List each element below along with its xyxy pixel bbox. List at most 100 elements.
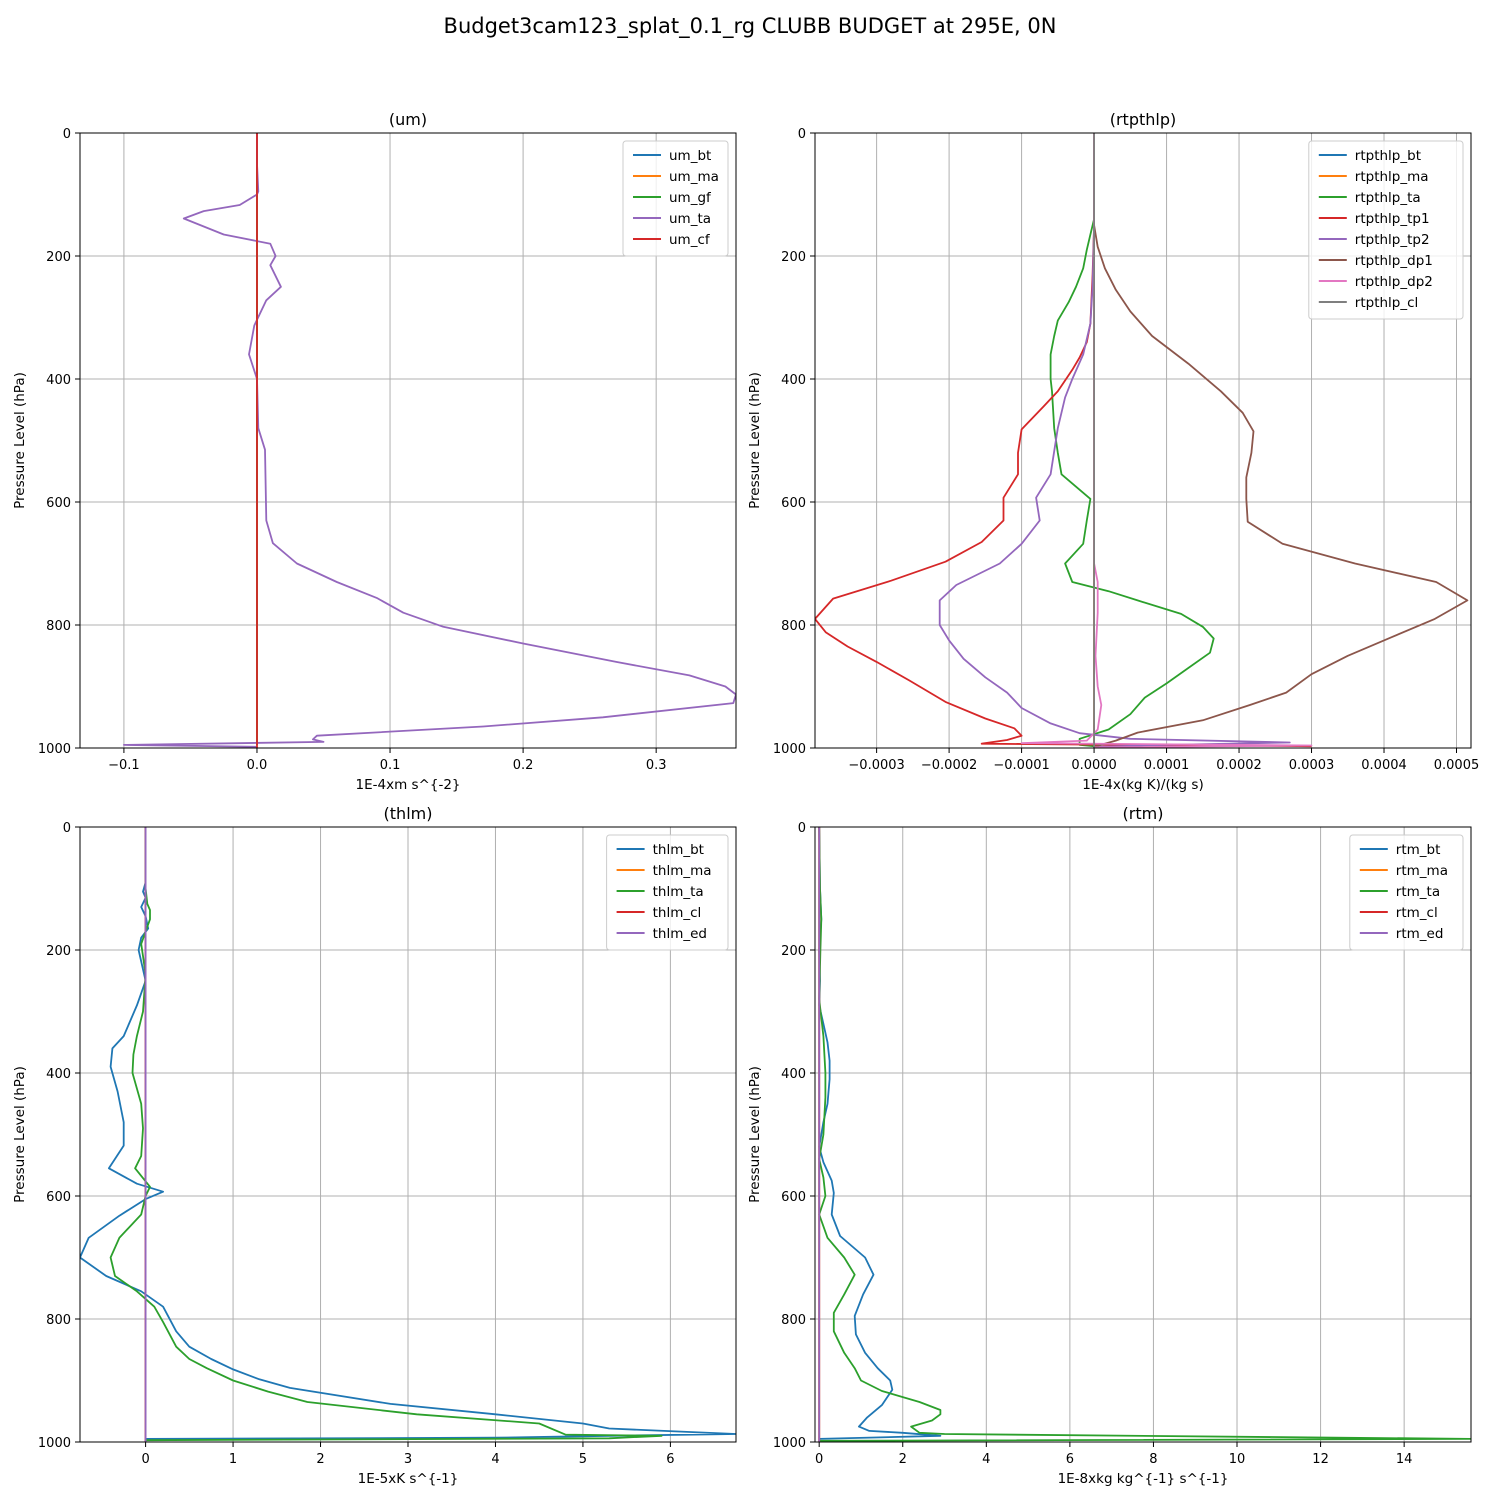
legend-label: rtm_bt [1396, 842, 1441, 858]
legend-label: um_gf [669, 190, 712, 206]
x-tick-label: 8 [1149, 1452, 1157, 1467]
subplot-title: (rtpthlp) [1110, 110, 1177, 129]
x-tick-label: 6 [666, 1452, 674, 1467]
legend-label: rtpthlp_cl [1355, 295, 1419, 311]
series-group [818, 827, 1471, 1442]
legend-box [1349, 834, 1464, 951]
legend: rtm_bt rtm_ma rtm_ta rtm_cl rtm_ed [1349, 834, 1464, 951]
legend: thlm_bt thlm_ma thlm_ta thlm_cl thlm_ed [606, 834, 729, 951]
axes-frame [79, 132, 737, 749]
axes-frame [814, 826, 1472, 1443]
y-tick-label: 1000 [773, 742, 806, 757]
legend-box [1308, 140, 1464, 320]
x-tick-label: −0.0002 [921, 758, 977, 773]
x-tick-label: 0.0 [247, 758, 268, 773]
x-tick-label: 0.0003 [1289, 758, 1335, 773]
series-line-rtm_bt [818, 827, 942, 1440]
y-tick-label: 0 [63, 821, 71, 836]
legend-label: rtpthlp_tp2 [1355, 232, 1430, 248]
legend-label: um_ta [669, 211, 711, 227]
y-tick-label: 200 [46, 944, 71, 959]
y-axis-label: Pressure Level (hPa) [12, 372, 28, 509]
y-tick-label: 800 [781, 1313, 806, 1328]
y-tick-label: 200 [46, 250, 71, 265]
axes-frame [814, 132, 1472, 749]
x-tick-label: 4 [491, 1452, 499, 1467]
y-tick-label: 800 [46, 619, 71, 634]
x-tick-label: 3 [404, 1452, 412, 1467]
series-line-rtm_ta [818, 827, 1471, 1442]
subplot-2: 0 1 2 3 4 5 6 0 200 400 600 800 1000 (thlm) 1E-5xK s^{… [12, 804, 737, 1487]
y-tick-label: 1000 [773, 1436, 806, 1451]
x-tick-label: 0.0000 [1071, 758, 1117, 773]
y-tick-label: 1000 [38, 742, 71, 757]
subplot-0: −0.1 0.0 0.1 0.2 0.3 0 200 400 600 800 1000 (um) 1E-… [12, 110, 737, 793]
legend-label: thlm_ma [653, 863, 712, 879]
legend-label: um_cf [669, 232, 711, 248]
x-tick-label: 0 [141, 1452, 149, 1467]
legend-label: rtpthlp_tp1 [1355, 211, 1430, 227]
legend-label: rtm_ed [1396, 926, 1444, 942]
series-line-um_ta [123, 133, 736, 748]
figure-title: Budget3cam123_splat_0.1_rg CLUBB BUDGET … [443, 14, 1057, 38]
x-axis-label: 1E-4xm s^{-2} [356, 777, 461, 793]
legend-label: rtpthlp_bt [1355, 148, 1421, 164]
series-line-rtpthlp_tp2 [938, 133, 1291, 748]
x-tick-label: −0.1 [108, 758, 140, 773]
legend: rtpthlp_bt rtpthlp_ma rtpthlp_ta rtpthlp_tp… [1308, 140, 1464, 320]
legend: um_bt um_ma um_gf um_ta um_cf [622, 140, 729, 257]
y-tick-label: 600 [781, 1190, 806, 1205]
series-group [815, 133, 1469, 748]
subplot-title: (rtm) [1123, 804, 1164, 823]
x-tick-label: 2 [899, 1452, 907, 1467]
y-axis-label: Pressure Level (hPa) [12, 1066, 28, 1203]
x-tick-label: −0.0003 [848, 758, 904, 773]
y-tick-label: 800 [781, 619, 806, 634]
series-line-thlm_ta [109, 827, 663, 1442]
y-tick-label: 1000 [38, 1436, 71, 1451]
x-axis-label: 1E-4x(kg K)/(kg s) [1082, 777, 1203, 793]
x-tick-label: 12 [1312, 1452, 1329, 1467]
x-tick-label: 0 [815, 1452, 823, 1467]
x-axis-label: 1E-5xK s^{-1} [358, 1471, 459, 1487]
x-axis-label: 1E-8xkg kg^{-1} s^{-1} [1058, 1471, 1229, 1487]
y-tick-label: 600 [46, 496, 71, 511]
subplot-title: (um) [389, 110, 427, 129]
y-tick-label: 0 [798, 127, 806, 142]
y-tick-label: 0 [798, 821, 806, 836]
y-tick-label: 400 [781, 373, 806, 388]
x-tick-label: 6 [1066, 1452, 1074, 1467]
series-line-rtpthlp_dp1 [1093, 133, 1469, 748]
x-tick-label: 14 [1396, 1452, 1413, 1467]
legend-label: rtpthlp_ma [1355, 169, 1429, 185]
y-tick-label: 600 [781, 496, 806, 511]
x-tick-label: 0.0005 [1434, 758, 1480, 773]
legend-label: um_ma [669, 169, 719, 185]
series-line-rtpthlp_dp2 [1020, 133, 1313, 748]
x-tick-label: 0.0001 [1144, 758, 1190, 773]
legend-label: thlm_ed [653, 926, 707, 942]
y-tick-label: 400 [781, 1067, 806, 1082]
legend-label: thlm_ta [653, 884, 704, 900]
legend-box [606, 834, 729, 951]
x-tick-label: 0.2 [513, 758, 534, 773]
subplot-3: 0 2 4 6 8 10 12 14 0 200 400 600 800 1000 (rtm) 1E-8xkg… [747, 804, 1472, 1487]
y-tick-label: 200 [781, 250, 806, 265]
y-tick-label: 400 [46, 1067, 71, 1082]
series-group [123, 133, 736, 748]
legend-label: um_bt [669, 148, 711, 164]
legend-box [622, 140, 729, 257]
x-tick-label: 2 [316, 1452, 324, 1467]
x-tick-label: 10 [1229, 1452, 1246, 1467]
y-axis-label: Pressure Level (hPa) [747, 372, 763, 509]
subplot-title: (thlm) [384, 804, 433, 823]
x-tick-label: −0.0001 [993, 758, 1049, 773]
x-tick-label: 5 [579, 1452, 587, 1467]
series-line-rtpthlp_tp1 [815, 133, 1312, 748]
x-tick-label: 1 [229, 1452, 237, 1467]
y-tick-label: 800 [46, 1313, 71, 1328]
x-tick-label: 0.1 [380, 758, 401, 773]
legend-label: rtm_ta [1396, 884, 1440, 900]
legend-label: rtpthlp_dp2 [1355, 274, 1433, 290]
